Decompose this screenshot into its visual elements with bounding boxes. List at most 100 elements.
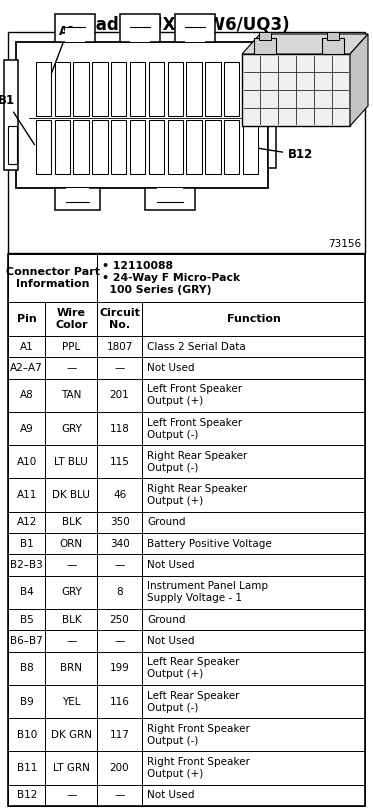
- Text: Ground: Ground: [147, 615, 185, 625]
- Text: 350: 350: [110, 517, 129, 528]
- Bar: [8, 412, 46, 445]
- Bar: [97, 554, 142, 576]
- Bar: [97, 445, 142, 478]
- Text: Class 2 Serial Data: Class 2 Serial Data: [147, 342, 246, 351]
- Text: —: —: [115, 636, 125, 646]
- Bar: [36, 61, 51, 116]
- Bar: [46, 751, 97, 785]
- Bar: [111, 61, 126, 116]
- Text: A10: A10: [17, 457, 37, 467]
- Text: 117: 117: [110, 730, 129, 740]
- Text: —: —: [66, 560, 76, 570]
- Bar: [73, 61, 89, 116]
- Bar: [8, 32, 365, 253]
- Bar: [46, 785, 97, 806]
- Bar: [185, 27, 206, 42]
- Bar: [8, 379, 46, 412]
- Text: B11: B11: [16, 763, 37, 773]
- Text: 115: 115: [110, 457, 129, 467]
- Bar: [46, 685, 97, 718]
- Bar: [243, 61, 258, 116]
- Bar: [186, 120, 202, 175]
- Text: Not Used: Not Used: [147, 636, 194, 646]
- Bar: [142, 652, 365, 685]
- Bar: [8, 533, 46, 554]
- Bar: [97, 412, 142, 445]
- Bar: [142, 478, 365, 511]
- Text: BRN: BRN: [60, 663, 82, 673]
- Bar: [97, 630, 142, 652]
- Bar: [97, 785, 142, 806]
- Bar: [242, 54, 350, 126]
- Bar: [8, 718, 46, 751]
- Text: 200: 200: [110, 763, 129, 773]
- Bar: [130, 120, 145, 175]
- Bar: [92, 120, 107, 175]
- Bar: [142, 554, 365, 576]
- Bar: [186, 61, 202, 116]
- Text: 46: 46: [113, 490, 126, 500]
- Text: —: —: [115, 560, 125, 570]
- Bar: [8, 609, 46, 630]
- Bar: [46, 357, 97, 379]
- Text: BLK: BLK: [62, 615, 81, 625]
- Bar: [97, 254, 365, 302]
- Text: YEL: YEL: [62, 696, 81, 707]
- Bar: [142, 445, 365, 478]
- Text: DK GRN: DK GRN: [51, 730, 92, 740]
- Bar: [167, 61, 183, 116]
- Text: A12: A12: [16, 517, 37, 528]
- Bar: [142, 412, 365, 445]
- Text: B12: B12: [253, 147, 313, 162]
- Text: Battery Positive Voltage: Battery Positive Voltage: [147, 539, 272, 549]
- Bar: [145, 188, 195, 210]
- Bar: [46, 302, 97, 336]
- Bar: [120, 14, 160, 42]
- Polygon shape: [350, 34, 368, 126]
- Text: GRY: GRY: [61, 423, 82, 434]
- Bar: [268, 62, 276, 168]
- Text: Function: Function: [226, 314, 280, 324]
- Bar: [254, 38, 276, 54]
- Text: 8: 8: [116, 587, 123, 597]
- Text: 1807: 1807: [106, 342, 133, 351]
- Text: BLK: BLK: [62, 517, 81, 528]
- Text: Pin: Pin: [17, 314, 37, 324]
- Bar: [8, 125, 17, 164]
- Text: A2–A7: A2–A7: [10, 363, 43, 373]
- Bar: [8, 685, 46, 718]
- Bar: [46, 478, 97, 511]
- Bar: [8, 652, 46, 685]
- Text: Left Rear Speaker
Output (-): Left Rear Speaker Output (-): [147, 691, 239, 713]
- Bar: [65, 27, 85, 42]
- Text: Left Front Speaker
Output (+): Left Front Speaker Output (+): [147, 385, 242, 406]
- Text: —: —: [66, 636, 76, 646]
- Bar: [46, 609, 97, 630]
- Text: A1: A1: [20, 342, 34, 351]
- Bar: [97, 336, 142, 357]
- Bar: [46, 511, 97, 533]
- Text: Left Rear Speaker
Output (+): Left Rear Speaker Output (+): [147, 658, 239, 680]
- Bar: [224, 120, 239, 175]
- Bar: [8, 254, 97, 302]
- Bar: [142, 576, 365, 609]
- Text: Ground: Ground: [147, 517, 185, 528]
- Bar: [327, 32, 339, 40]
- Bar: [149, 61, 164, 116]
- Bar: [167, 120, 183, 175]
- Text: 73156: 73156: [328, 239, 361, 249]
- Bar: [55, 188, 100, 210]
- Text: 199: 199: [110, 663, 129, 673]
- Bar: [36, 120, 51, 175]
- Polygon shape: [242, 34, 368, 54]
- Bar: [243, 120, 258, 175]
- Text: LT GRN: LT GRN: [53, 763, 90, 773]
- Bar: [111, 120, 126, 175]
- Text: B1: B1: [20, 539, 34, 549]
- Bar: [322, 38, 344, 54]
- Text: B1: B1: [0, 94, 34, 145]
- Text: —: —: [115, 790, 125, 800]
- Text: Wire
Color: Wire Color: [55, 308, 88, 330]
- Text: B2–B3: B2–B3: [10, 560, 43, 570]
- Text: Left Front Speaker
Output (-): Left Front Speaker Output (-): [147, 418, 242, 440]
